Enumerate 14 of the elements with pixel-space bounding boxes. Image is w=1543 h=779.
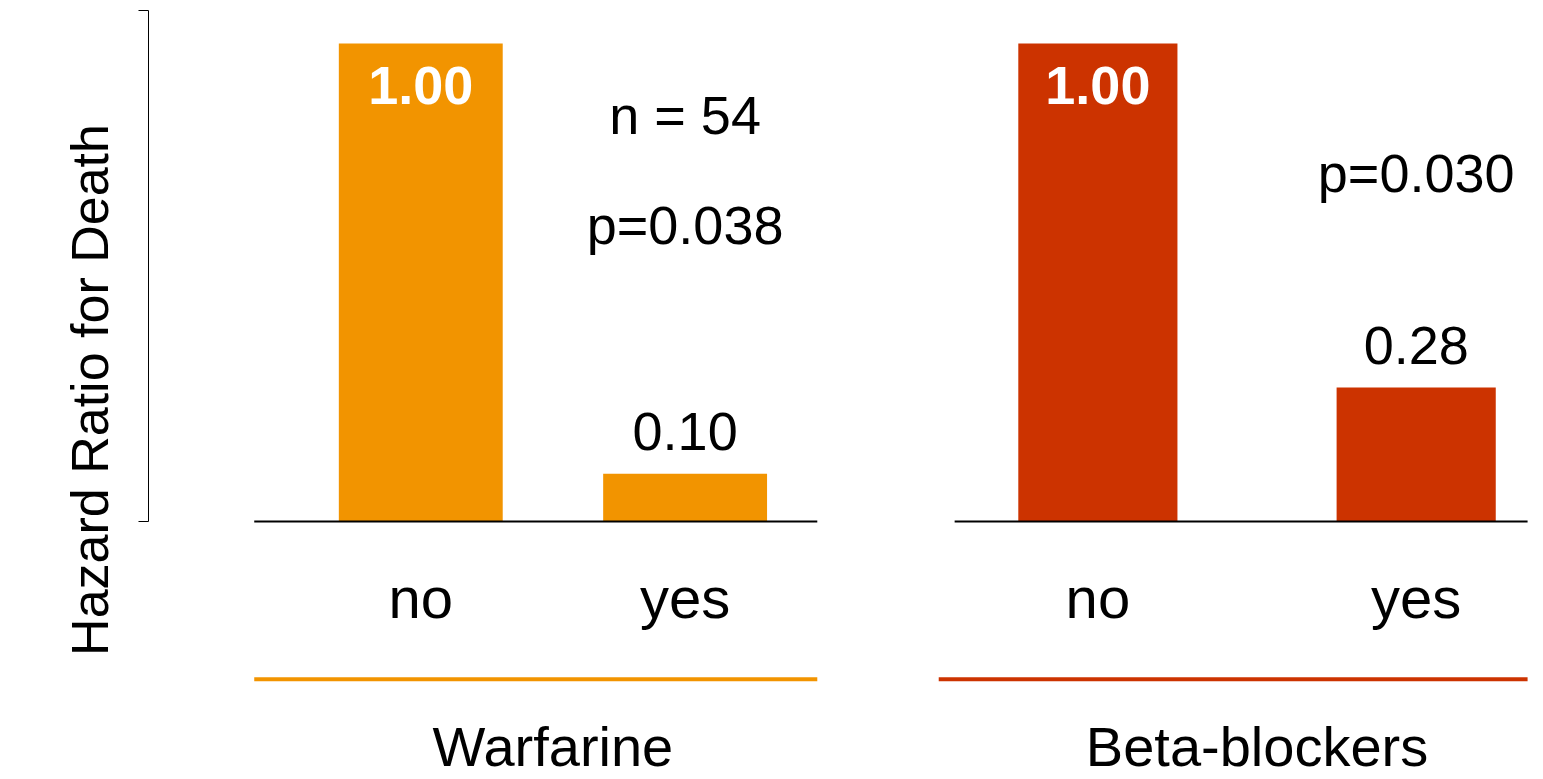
x-tick-label: no [1065,565,1131,631]
x-axis-title: Warfarine [432,714,674,778]
data-label: 1.00 [368,55,474,116]
data-label: 0.10 [632,400,738,461]
x-tick-label: yes [1371,565,1462,631]
x-tick-label: yes [639,565,731,631]
annotation: p=0.038 [586,195,784,256]
x-tick-label: no [388,565,454,631]
annotation: p=0.030 [1317,142,1515,203]
data-label: 0.28 [1363,314,1469,375]
data-label: 1.00 [1045,55,1151,116]
annotation: n = 54 [609,85,761,146]
y-axis-title: Hazard Ratio for Death [60,124,119,656]
x-axis-title: Beta-blockers [1085,714,1429,778]
